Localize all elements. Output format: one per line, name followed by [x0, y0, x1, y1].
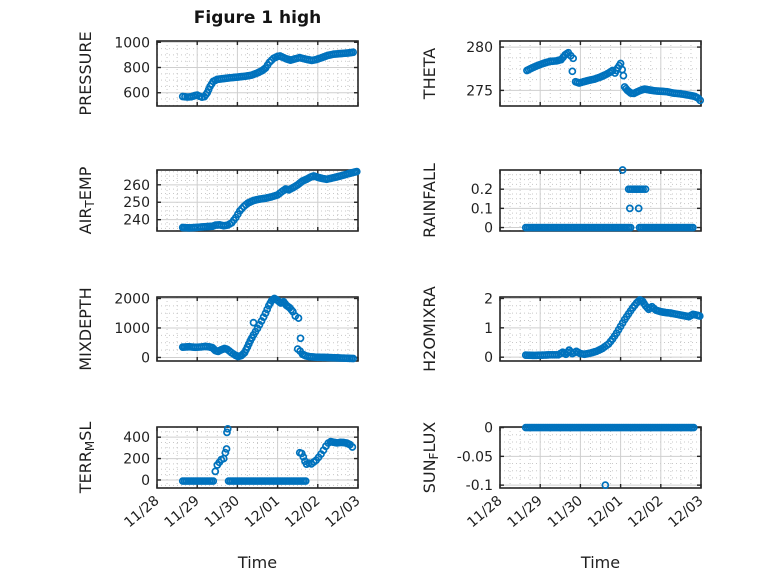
- x-tick-label: 12/02: [282, 493, 323, 531]
- x-tick-label: 11/29: [505, 493, 546, 531]
- y-axis-label-pressure: PRESSURE: [76, 31, 95, 115]
- y-tick-label: 0: [484, 350, 493, 366]
- x-tick-label: 11/30: [545, 493, 586, 531]
- y-axis-label-h2omixra: H2OMIXRA: [420, 286, 439, 372]
- y-tick-label: 600: [123, 86, 150, 102]
- y-axis-label-rainfall: RAINFALL: [420, 163, 439, 238]
- y-tick-label: 0.1: [471, 201, 493, 217]
- y-tick-label: 0: [484, 221, 493, 237]
- subplot-rainfall: 0 0.1 0.2 RAINFALL: [420, 163, 702, 238]
- subplot-sun-flux: -0.1 -0.05 0 11/2811/2911/3012/0112/0212/03…: [420, 421, 707, 531]
- y-tick-label: 275: [466, 83, 493, 99]
- x-tick-label: 12/01: [585, 493, 626, 531]
- axes-box: [156, 40, 359, 107]
- y-tick-label: 0.2: [471, 182, 493, 198]
- y-axis-label-sun-flux: SUNFLUX: [420, 422, 441, 494]
- y-tick-label: 800: [123, 61, 150, 77]
- y-axis-label-theta: THETA: [420, 48, 439, 100]
- y-tick-label: 0: [141, 473, 150, 489]
- y-axis-label-terr-msl: TERRMSL: [76, 422, 97, 495]
- y-tick-label: 240: [123, 213, 150, 229]
- grid: [500, 427, 701, 488]
- axes-box: [499, 426, 702, 489]
- y-tick-label: 2: [484, 291, 493, 307]
- y-axis-label-air-temp: AIRTEMP: [76, 166, 97, 234]
- y-tick-label: 400: [123, 430, 150, 446]
- x-tick-label: 11/29: [162, 493, 203, 531]
- x-axis-label-left: Time: [237, 553, 278, 572]
- y-tick-label: 1: [484, 321, 493, 337]
- data-markers: [178, 424, 357, 485]
- subplot-h2omixra: 0 1 2 H2OMIXRA: [420, 286, 704, 372]
- y-tick-label: 1000: [114, 321, 150, 337]
- x-axis-label-right: Time: [580, 553, 621, 572]
- axes-box: [499, 296, 702, 362]
- axes-box: [156, 169, 359, 232]
- axes-box: [156, 296, 359, 362]
- data-markers: [178, 294, 358, 363]
- x-tick-label: 12/03: [322, 493, 363, 531]
- x-tick-label: 11/28: [121, 493, 162, 531]
- tick-marks: [156, 427, 359, 488]
- x-tick-label: 12/01: [242, 493, 283, 531]
- grid: [500, 170, 701, 231]
- x-tick-label: 11/30: [202, 493, 243, 531]
- y-tick-label: 260: [123, 178, 150, 194]
- y-tick-label: 250: [123, 195, 150, 211]
- subplot-pressure: 600 800 1000 PRESSURE: [76, 31, 359, 116]
- y-tick-label: 200: [123, 452, 150, 468]
- y-tick-label: -0.05: [457, 449, 493, 465]
- y-tick-label: 0: [484, 421, 493, 437]
- data-markers: [523, 48, 705, 105]
- data-markers: [521, 166, 697, 232]
- y-tick-label: -0.1: [466, 478, 493, 494]
- grid: [157, 297, 358, 361]
- data-markers: [178, 167, 361, 232]
- figure-title: Figure 1 high: [193, 8, 322, 28]
- y-tick-label: 1000: [114, 35, 150, 51]
- subplot-mixdepth: 0 1000 2000 MIXDEPTH: [76, 287, 359, 371]
- axes-box: [156, 426, 359, 489]
- x-tick-label: 11/28: [464, 493, 505, 531]
- tick-marks: [156, 170, 359, 231]
- tick-marks: [499, 426, 702, 488]
- data-markers: [521, 423, 698, 489]
- x-tick-label: 12/03: [665, 493, 706, 531]
- data-markers: [178, 48, 358, 102]
- x-tick-label: 12/02: [625, 493, 666, 531]
- y-tick-label: 280: [466, 40, 493, 56]
- subplot-theta: 275 280 THETA: [420, 40, 705, 107]
- axes-box: [499, 40, 702, 107]
- data-markers: [521, 296, 704, 360]
- tick-marks: [156, 41, 359, 106]
- y-tick-label: 0: [141, 350, 150, 366]
- y-tick-label: 2000: [114, 291, 150, 307]
- y-axis-label-mixdepth: MIXDEPTH: [76, 287, 95, 370]
